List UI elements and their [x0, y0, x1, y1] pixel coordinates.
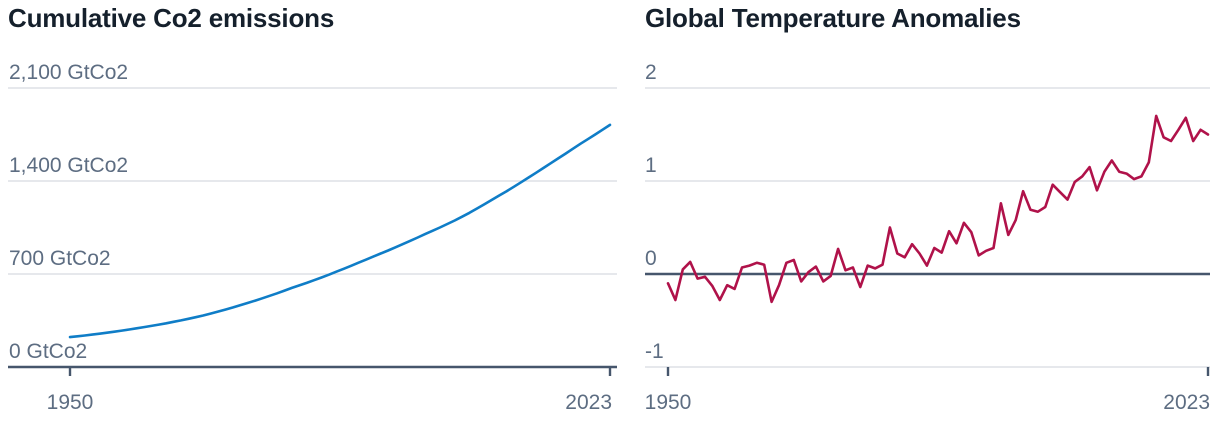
- y-tick-label: 1: [645, 154, 657, 177]
- x-tick-label: 2023: [565, 391, 612, 414]
- y-tick-label: 0 GtCo2: [9, 340, 87, 363]
- y-tick-label: 2,100 GtCo2: [9, 61, 128, 84]
- y-tick-label: 0: [645, 247, 657, 270]
- co2-line-series: [68, 123, 612, 339]
- temperature-chart-title: Global Temperature Anomalies: [645, 3, 1021, 33]
- co2-chart-title: Cumulative Co2 emissions: [8, 3, 335, 33]
- y-tick-label: 700 GtCo2: [9, 247, 111, 270]
- temperature-chart: 2 1 0 -1 1950 2023: [645, 61, 1210, 414]
- y-tick-label: -1: [645, 340, 664, 363]
- x-tick-label: 1950: [645, 391, 692, 414]
- x-tick-label: 1950: [47, 391, 94, 414]
- y-tick-label: 2: [645, 61, 657, 84]
- temperature-line-series: [666, 114, 1210, 304]
- co2-chart: 2,100 GtCo2 1,400 GtCo2 700 GtCo2 0 GtCo2 19…: [8, 61, 617, 414]
- y-tick-label: 1,400 GtCo2: [9, 154, 128, 177]
- x-tick-label: 2023: [1163, 391, 1210, 414]
